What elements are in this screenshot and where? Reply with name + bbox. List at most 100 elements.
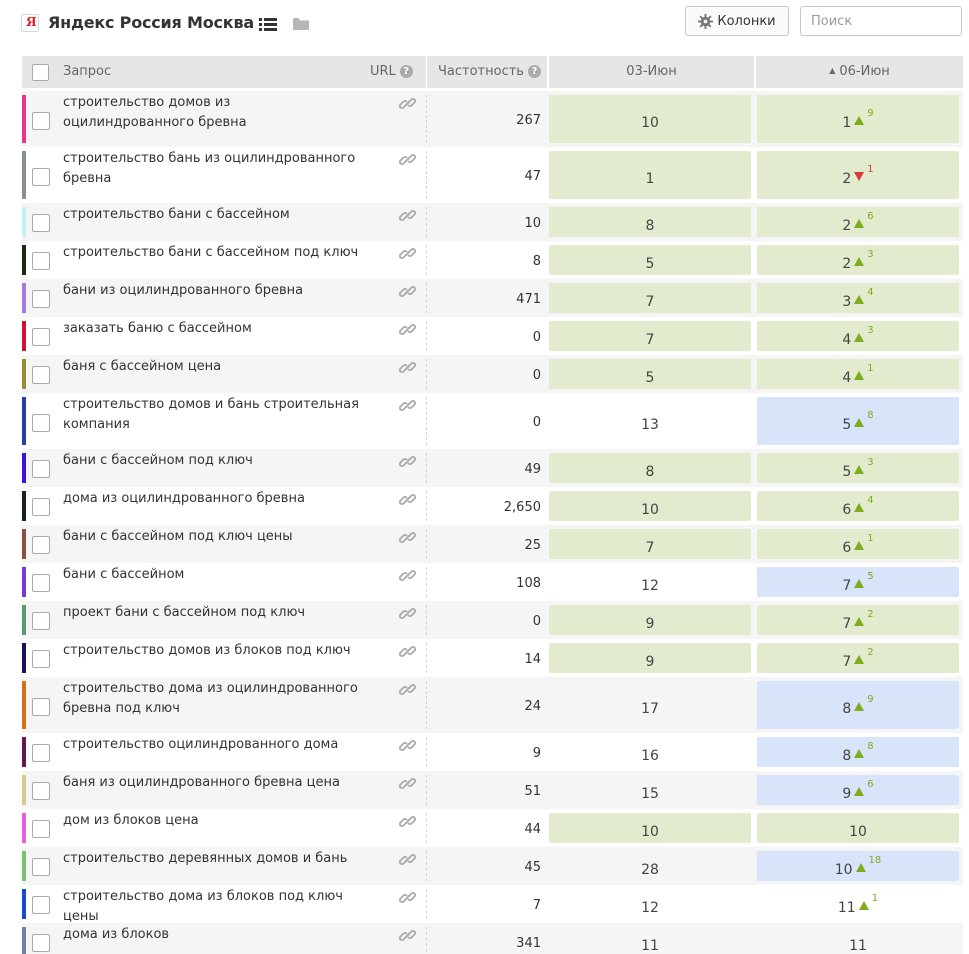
table-row[interactable]: дом из блоков цена 44 10 10	[22, 809, 963, 847]
position-cell-date2[interactable]: 10 18	[757, 851, 959, 881]
link-icon[interactable]	[399, 245, 416, 262]
link-icon[interactable]	[399, 529, 416, 546]
row-checkbox[interactable]	[32, 112, 50, 130]
link-icon[interactable]	[399, 927, 416, 944]
table-row[interactable]: бани с бассейном под ключ 49 8 5 3	[22, 449, 963, 487]
list-view-icon[interactable]	[259, 16, 277, 32]
table-row[interactable]: проект бани с бассейном под ключ 0 9 7 2	[22, 601, 963, 639]
column-header-query[interactable]: Запрос URL?	[22, 56, 426, 88]
table-row[interactable]: строительство бани с бассейном под ключ 8…	[22, 241, 963, 279]
link-icon[interactable]	[399, 567, 416, 584]
link-icon[interactable]	[399, 643, 416, 660]
link-icon[interactable]	[399, 321, 416, 338]
row-checkbox[interactable]	[32, 744, 50, 762]
table-row[interactable]: баня с бассейном цена 0 5 4 1	[22, 355, 963, 393]
table-row[interactable]: бани из оцилиндрованного бревна 471 7 3 4	[22, 279, 963, 317]
row-checkbox[interactable]	[32, 414, 50, 432]
row-checkbox[interactable]	[32, 214, 50, 232]
link-icon[interactable]	[399, 397, 416, 414]
position-cell-date1[interactable]: 9	[549, 605, 751, 635]
row-checkbox[interactable]	[32, 858, 50, 876]
row-checkbox[interactable]	[32, 536, 50, 554]
position-cell-date1[interactable]: 12	[549, 567, 751, 597]
row-checkbox[interactable]	[32, 290, 50, 308]
position-cell-date1[interactable]: 10	[549, 813, 751, 843]
link-icon[interactable]	[399, 151, 416, 168]
column-header-frequency[interactable]: Частотность?	[427, 56, 547, 88]
row-checkbox[interactable]	[32, 896, 50, 914]
row-checkbox[interactable]	[32, 934, 50, 952]
position-cell-date2[interactable]: 11	[757, 927, 959, 954]
link-icon[interactable]	[399, 453, 416, 470]
column-header-date1[interactable]: 03-Июн	[549, 56, 754, 88]
position-cell-date1[interactable]: 28	[549, 851, 751, 881]
position-cell-date1[interactable]: 7	[549, 529, 751, 559]
position-cell-date1[interactable]: 15	[549, 775, 751, 805]
table-row[interactable]: строительство домов и бань строительная …	[22, 393, 963, 449]
position-cell-date1[interactable]: 10	[549, 95, 751, 143]
row-checkbox[interactable]	[32, 328, 50, 346]
column-header-date2[interactable]: ▲ 06-Июн	[756, 56, 963, 88]
table-row[interactable]: строительство домов из оцилиндрованного …	[22, 91, 963, 147]
position-cell-date1[interactable]: 7	[549, 283, 751, 313]
position-cell-date1[interactable]: 10	[549, 491, 751, 521]
row-checkbox[interactable]	[32, 366, 50, 384]
position-cell-date1[interactable]: 8	[549, 207, 751, 237]
row-checkbox[interactable]	[32, 650, 50, 668]
row-checkbox[interactable]	[32, 460, 50, 478]
position-cell-date1[interactable]: 5	[549, 245, 751, 275]
position-cell-date2[interactable]: 10	[757, 813, 959, 843]
table-row[interactable]: дома из оцилиндрованного бревна 2,650 10 6 4	[22, 487, 963, 525]
row-checkbox[interactable]	[32, 612, 50, 630]
table-row[interactable]: дома из блоков 341 11 11	[22, 923, 963, 954]
link-icon[interactable]	[399, 95, 416, 112]
table-row[interactable]: заказать баню с бассейном 0 7 4 3	[22, 317, 963, 355]
position-cell-date1[interactable]: 11	[549, 927, 751, 954]
link-icon[interactable]	[399, 283, 416, 300]
table-row[interactable]: строительство деревянных домов и бань 45 2…	[22, 847, 963, 885]
link-icon[interactable]	[399, 851, 416, 868]
table-row[interactable]: бани с бассейном 108 12 7 5	[22, 563, 963, 601]
table-row[interactable]: строительство дома из оцилиндрованного б…	[22, 677, 963, 733]
table-row[interactable]: строительство бани с бассейном 10 8 2 6	[22, 203, 963, 241]
position-cell-date1[interactable]: 12	[549, 889, 751, 919]
table-row[interactable]: бани с бассейном под ключ цены 25 7 6 1	[22, 525, 963, 563]
link-icon[interactable]	[399, 775, 416, 792]
row-checkbox[interactable]	[32, 498, 50, 516]
link-icon[interactable]	[399, 681, 416, 698]
position-cell-date1[interactable]: 13	[549, 397, 751, 445]
link-icon[interactable]	[399, 737, 416, 754]
link-icon[interactable]	[399, 359, 416, 376]
link-icon[interactable]	[399, 491, 416, 508]
row-checkbox[interactable]	[32, 782, 50, 800]
link-icon[interactable]	[399, 889, 416, 906]
folder-icon[interactable]	[293, 17, 309, 31]
link-icon[interactable]	[399, 813, 416, 830]
row-checkbox[interactable]	[32, 820, 50, 838]
position-cell-date1[interactable]: 17	[549, 681, 751, 729]
position-cell-date1[interactable]: 8	[549, 453, 751, 483]
position-cell-date1[interactable]: 9	[549, 643, 751, 673]
position-cell-date1[interactable]: 16	[549, 737, 751, 767]
position-cell-date1[interactable]: 7	[549, 321, 751, 351]
row-checkbox[interactable]	[32, 698, 50, 716]
help-icon[interactable]: ?	[399, 65, 413, 78]
link-icon[interactable]	[399, 207, 416, 224]
row-checkbox[interactable]	[32, 574, 50, 592]
columns-button[interactable]: Колонки	[685, 6, 789, 36]
table-row[interactable]: строительство дома из блоков под ключ це…	[22, 885, 963, 924]
